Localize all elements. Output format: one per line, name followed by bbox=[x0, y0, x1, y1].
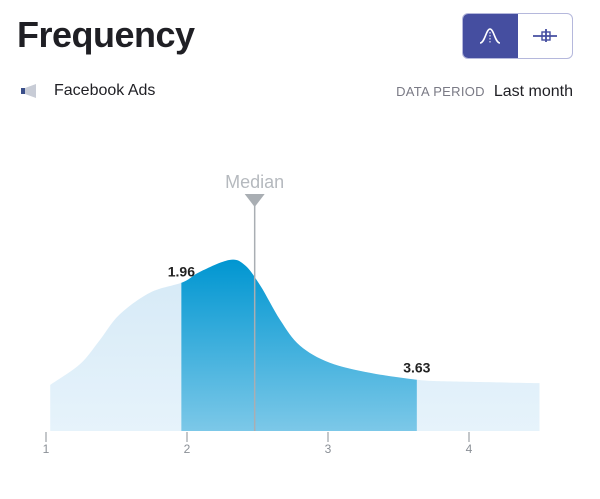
median-label: Median bbox=[225, 172, 284, 192]
distribution-curve-icon bbox=[479, 28, 501, 44]
range-high-label: 3.63 bbox=[403, 360, 430, 376]
x-tick-label: 1 bbox=[43, 442, 50, 456]
source-name: Facebook Ads bbox=[54, 82, 156, 99]
x-tick-label: 3 bbox=[325, 442, 332, 456]
data-source: Facebook Ads bbox=[20, 82, 155, 100]
x-tick-label: 4 bbox=[466, 442, 473, 456]
x-tick-label: 2 bbox=[184, 442, 191, 456]
box-plot-icon bbox=[532, 29, 557, 42]
megaphone-icon bbox=[21, 84, 36, 98]
highlighted-range-area bbox=[181, 259, 417, 431]
data-period-value[interactable]: Last month bbox=[493, 83, 573, 100]
distribution-view-button[interactable] bbox=[463, 14, 518, 58]
range-low-label: 1.96 bbox=[168, 264, 195, 280]
data-period-label: DATA PERIOD bbox=[396, 84, 485, 99]
boxplot-view-button[interactable] bbox=[518, 14, 573, 58]
median-marker bbox=[244, 194, 265, 207]
page-title: Frequency bbox=[17, 14, 195, 55]
data-period[interactable]: DATA PERIOD Last month bbox=[396, 83, 573, 101]
view-toggle bbox=[462, 13, 573, 59]
